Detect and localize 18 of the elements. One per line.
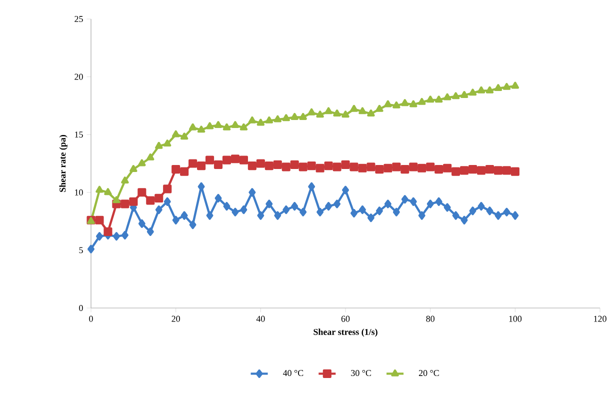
y-tick-label: 20 <box>74 74 83 80</box>
y-axis-title: Shear rate (pa) <box>59 135 68 192</box>
x-axis-title: Shear stress (1/s) <box>314 328 378 337</box>
x-tick-label: 60 <box>341 316 350 322</box>
x-tick-label: 40 <box>256 316 265 322</box>
x-tick-label: 80 <box>426 316 434 322</box>
x-tick-label: 100 <box>509 316 522 322</box>
y-tick-label: 0 <box>79 304 83 312</box>
y-tick-label: 25 <box>74 16 83 22</box>
x-tick-label: 120 <box>594 316 606 322</box>
y-tick-label: 15 <box>75 132 83 138</box>
y-tick-label: 5 <box>79 247 83 254</box>
x-tick-label: 0 <box>89 316 93 322</box>
legend-label: 30 °C <box>351 370 371 376</box>
legend-label: 20 °C <box>418 370 439 376</box>
x-tick-label: 20 <box>172 316 180 322</box>
legend-label: 40 °C <box>282 370 304 376</box>
y-tick-label: 10 <box>75 189 83 196</box>
